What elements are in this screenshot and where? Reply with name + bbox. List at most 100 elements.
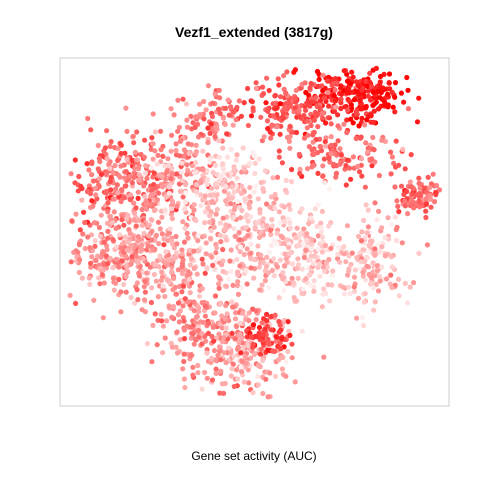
scatter-point — [111, 287, 117, 293]
scatter-point — [365, 93, 371, 99]
scatter-point — [111, 196, 118, 202]
scatter-point — [345, 78, 351, 85]
scatter-point — [163, 249, 169, 255]
scatter-point — [149, 285, 155, 291]
scatter-point — [271, 200, 277, 206]
scatter-point — [223, 283, 229, 289]
scatter-point — [114, 244, 120, 250]
scatter-point — [410, 186, 417, 192]
scatter-point — [222, 121, 228, 128]
scatter-point — [222, 184, 229, 190]
scatter-point — [292, 105, 298, 111]
scatter-point — [136, 172, 142, 178]
scatter-point — [264, 254, 270, 260]
scatter-point — [195, 232, 201, 238]
scatter-point — [239, 190, 245, 197]
scatter-point — [407, 179, 413, 185]
scatter-point — [128, 294, 134, 301]
scatter-point — [363, 140, 369, 146]
scatter-point — [142, 137, 148, 143]
scatter-point — [253, 308, 259, 314]
scatter-point — [433, 189, 439, 195]
scatter-point — [319, 208, 325, 215]
scatter-point — [239, 358, 245, 364]
scatter-point — [346, 268, 352, 274]
scatter-point — [382, 235, 388, 241]
scatter-point — [284, 69, 290, 75]
scatter-point — [148, 299, 154, 306]
scatter-point — [92, 238, 98, 244]
scatter-point — [241, 379, 247, 385]
scatter-point — [228, 373, 234, 379]
scatter-point — [235, 269, 241, 275]
scatter-point — [114, 182, 120, 188]
scatter-point — [392, 94, 398, 100]
scatter-point — [436, 187, 443, 193]
scatter-point — [237, 263, 243, 269]
scatter-point — [372, 299, 378, 305]
scatter-point — [193, 160, 199, 166]
scatter-point — [365, 207, 371, 213]
scatter-point — [283, 359, 289, 365]
scatter-point — [123, 263, 129, 269]
scatter-point — [277, 257, 283, 263]
scatter-point — [210, 169, 216, 176]
scatter-point — [182, 199, 188, 205]
scatter-point — [164, 232, 170, 238]
scatter-point — [377, 82, 383, 88]
scatter-point — [108, 187, 114, 193]
scatter-point — [335, 138, 341, 144]
scatter-point — [255, 382, 261, 388]
scatter-point — [223, 302, 229, 309]
scatter-point — [149, 135, 155, 141]
scatter-point — [205, 320, 212, 327]
scatter-point — [176, 319, 182, 325]
scatter-point — [157, 226, 163, 232]
scatter-point — [80, 231, 86, 237]
scatter-point — [231, 207, 237, 213]
scatter-point — [190, 372, 196, 378]
scatter-point — [349, 69, 355, 75]
scatter-point — [264, 318, 270, 324]
scatter-point — [244, 246, 250, 252]
scatter-point — [269, 217, 275, 223]
scatter-point — [369, 156, 375, 162]
scatter-point — [272, 312, 278, 318]
scatter-point — [289, 275, 295, 281]
scatter-point — [370, 89, 377, 95]
scatter-point — [244, 281, 250, 287]
scatter-point — [136, 217, 142, 223]
scatter-point — [276, 82, 282, 88]
scatter-point — [216, 138, 222, 144]
scatter-point — [89, 172, 95, 178]
scatter-point — [280, 276, 286, 282]
scatter-point — [84, 161, 90, 167]
scatter-point — [250, 322, 257, 328]
scatter-point — [124, 268, 130, 274]
scatter-point — [248, 265, 254, 271]
scatter-point — [185, 141, 191, 147]
scatter-point — [196, 134, 202, 140]
scatter-point — [134, 287, 140, 293]
scatter-point — [225, 191, 231, 197]
scatter-point — [361, 94, 367, 100]
scatter-point — [354, 111, 360, 117]
scatter-point — [154, 342, 160, 348]
scatter-point — [333, 170, 340, 176]
scatter-point — [100, 315, 106, 321]
scatter-point — [338, 96, 344, 102]
scatter-point — [352, 267, 358, 273]
scatter-point — [248, 334, 254, 340]
scatter-point — [180, 219, 186, 225]
scatter-point — [229, 184, 235, 190]
scatter-point — [149, 359, 155, 365]
scatter-point — [286, 138, 292, 144]
scatter-point — [233, 310, 239, 316]
scatter-point — [148, 216, 154, 223]
scatter-point — [358, 134, 364, 140]
scatter-point — [210, 100, 216, 106]
scatter-point — [158, 128, 164, 134]
scatter-point — [151, 271, 157, 278]
scatter-point — [173, 233, 179, 240]
scatter-point — [115, 157, 121, 164]
